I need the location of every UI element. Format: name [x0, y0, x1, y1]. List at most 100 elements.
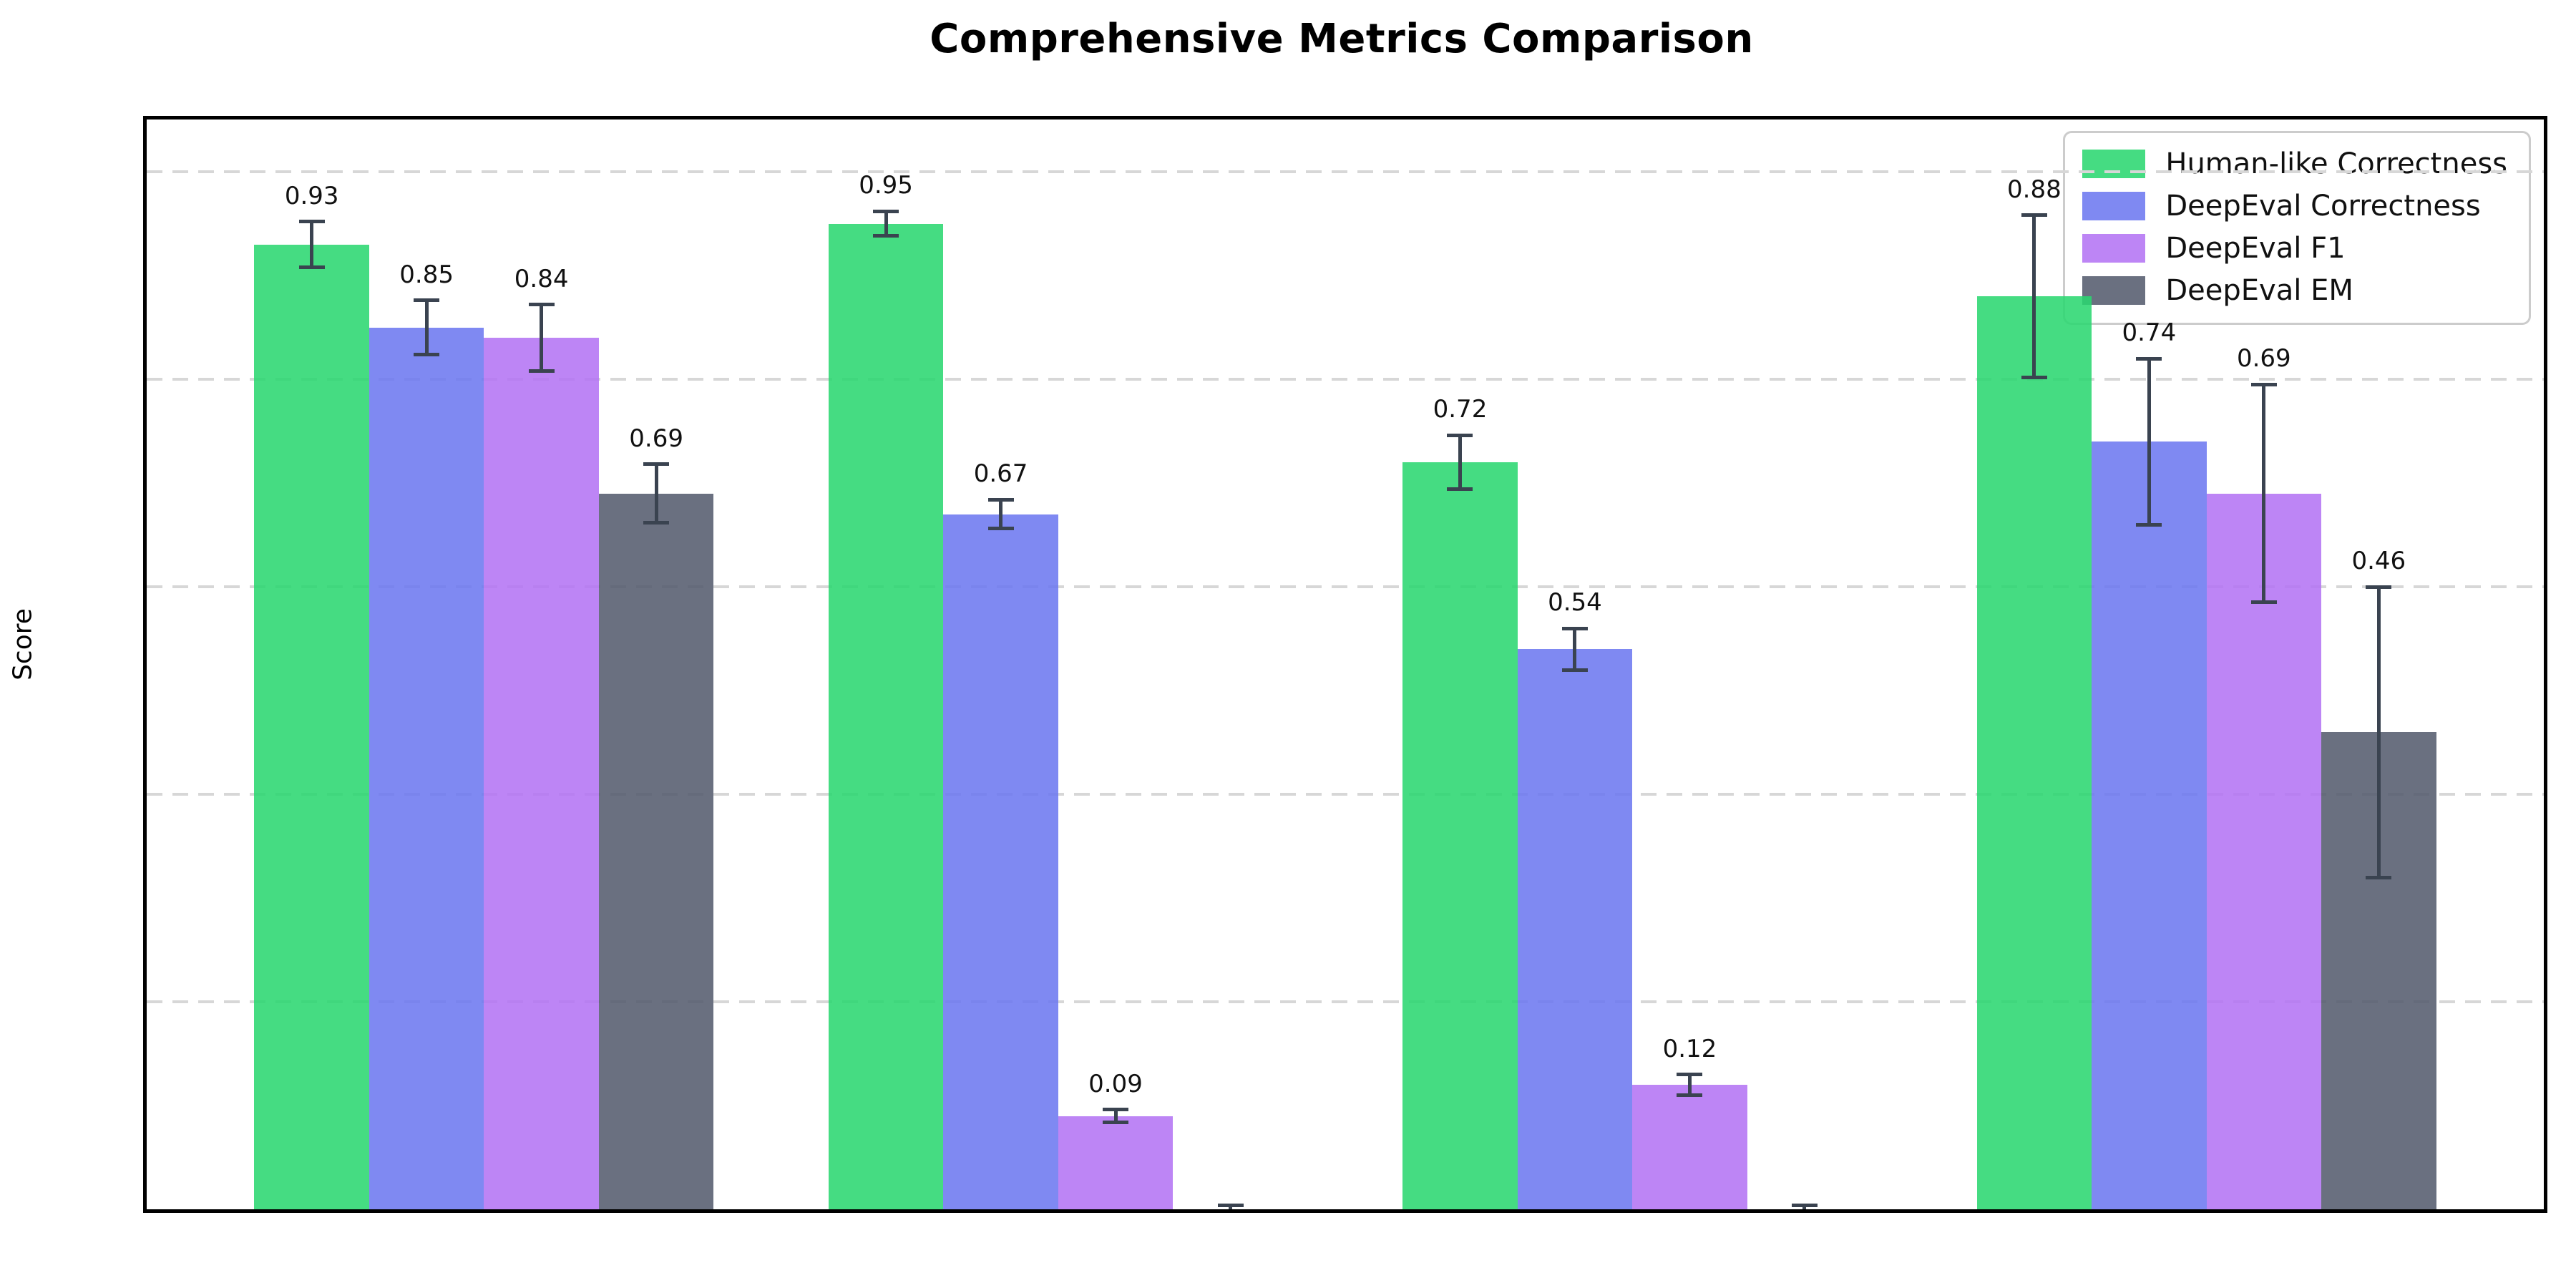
error-bar	[2147, 358, 2151, 525]
bar-value-label: 0.84	[514, 264, 569, 293]
bar-value-label: 0.74	[2122, 318, 2177, 347]
y-tick-mark	[143, 378, 147, 381]
bar-value-label: 0.12	[1662, 1034, 1717, 1063]
bar	[254, 244, 369, 1209]
legend-item: DeepEval EM	[2082, 274, 2507, 307]
error-bar-cap	[414, 352, 440, 356]
bar	[1632, 1085, 1747, 1209]
bar	[1058, 1116, 1174, 1209]
bar-value-label: 0.67	[973, 459, 1028, 489]
y-tick-mark	[143, 585, 147, 588]
error-bar-cap	[873, 209, 899, 213]
legend-label: Human-like Correctness	[2165, 147, 2507, 180]
error-bar-cap	[1447, 433, 1473, 437]
error-bar-cap	[2021, 375, 2047, 379]
error-bar-cap	[987, 527, 1014, 531]
bar-value-label: 0.93	[284, 181, 339, 210]
error-bar-cap	[2366, 875, 2392, 879]
plot-area: Human-like Correctness DeepEval Correctne…	[143, 116, 2547, 1213]
y-tick-mark	[143, 793, 147, 796]
bar-value-label: 0.72	[1433, 395, 1488, 424]
gridline	[147, 585, 2544, 588]
legend-item: DeepEval Correctness	[2082, 190, 2507, 223]
legend-swatch	[2082, 150, 2146, 178]
error-bar	[424, 300, 429, 355]
error-bar-cap	[987, 497, 1014, 502]
error-bar-cap	[1792, 1211, 1818, 1213]
bar	[2092, 441, 2207, 1209]
bar	[598, 493, 714, 1209]
error-bar-cap	[1677, 1093, 1703, 1097]
bar-value-label: 0.95	[859, 171, 913, 200]
legend-item: Human-like Correctness	[2082, 147, 2507, 180]
error-bar	[1573, 628, 1577, 670]
bar-value-label: 0.85	[399, 260, 454, 289]
legend-label: DeepEval EM	[2165, 274, 2353, 307]
bar	[1976, 296, 2092, 1209]
gridline	[147, 378, 2544, 381]
error-bar	[1687, 1074, 1692, 1096]
error-bar-cap	[643, 520, 670, 525]
bar	[828, 223, 944, 1209]
error-bar-cap	[528, 303, 555, 307]
error-bar	[2376, 587, 2381, 877]
error-bar	[884, 211, 888, 236]
error-bar	[1458, 435, 1462, 489]
legend-swatch	[2082, 234, 2146, 263]
bar	[1517, 649, 1633, 1209]
y-tick-mark	[143, 1208, 147, 1211]
gridline	[147, 1000, 2544, 1003]
error-bar-cap	[2021, 213, 2047, 218]
error-bar-cap	[1677, 1073, 1703, 1076]
y-axis-label: Score	[8, 608, 38, 680]
error-bar-cap	[528, 369, 555, 373]
error-bar	[540, 304, 544, 371]
error-bar-cap	[1218, 1211, 1244, 1213]
legend-item: DeepEval F1	[2082, 232, 2507, 265]
y-tick-mark	[143, 1000, 147, 1003]
bar-value-label: 0.69	[629, 424, 683, 453]
gridline	[147, 793, 2544, 796]
error-bar-cap	[298, 265, 325, 269]
error-bar-cap	[2366, 585, 2392, 589]
error-bar	[2032, 215, 2036, 378]
legend: Human-like Correctness DeepEval Correctne…	[2063, 131, 2531, 325]
bar-value-label: 0.54	[1548, 588, 1602, 617]
error-bar-cap	[1103, 1108, 1129, 1112]
bar-value-label: 0.46	[2351, 547, 2406, 575]
error-bar	[1229, 1205, 1233, 1209]
error-bar	[654, 464, 658, 523]
error-bar	[1113, 1109, 1118, 1123]
gridline	[147, 170, 2544, 173]
bar-value-label: 0.09	[1088, 1069, 1143, 1098]
error-bar-cap	[2136, 522, 2162, 527]
y-tick-mark	[143, 170, 147, 173]
error-bar	[999, 499, 1003, 529]
error-bar-cap	[298, 220, 325, 224]
error-bar-cap	[2250, 382, 2277, 386]
error-bar-cap	[2136, 356, 2162, 361]
error-bar-cap	[1103, 1120, 1129, 1124]
error-bar-cap	[643, 462, 670, 467]
error-bar-cap	[1447, 487, 1473, 492]
bar-value-label: 0.69	[2236, 344, 2291, 374]
legend-swatch	[2082, 276, 2146, 305]
error-bar-cap	[873, 234, 899, 238]
legend-label: DeepEval F1	[2165, 232, 2346, 265]
chart-title: Comprehensive Metrics Comparison	[930, 16, 1754, 62]
error-bar-cap	[1561, 626, 1588, 630]
error-bar	[1802, 1205, 1807, 1209]
legend-label: DeepEval Correctness	[2165, 190, 2481, 223]
error-bar	[310, 221, 314, 268]
bar-value-label: 0.88	[2007, 175, 2062, 204]
error-bar-cap	[414, 298, 440, 303]
error-bar-cap	[1217, 1203, 1244, 1207]
bar	[2206, 493, 2322, 1209]
bar	[943, 514, 1058, 1209]
legend-swatch	[2082, 192, 2146, 220]
error-bar	[2262, 384, 2266, 602]
bar	[1402, 462, 1518, 1209]
bar	[484, 338, 599, 1209]
error-bar-cap	[2250, 600, 2277, 605]
